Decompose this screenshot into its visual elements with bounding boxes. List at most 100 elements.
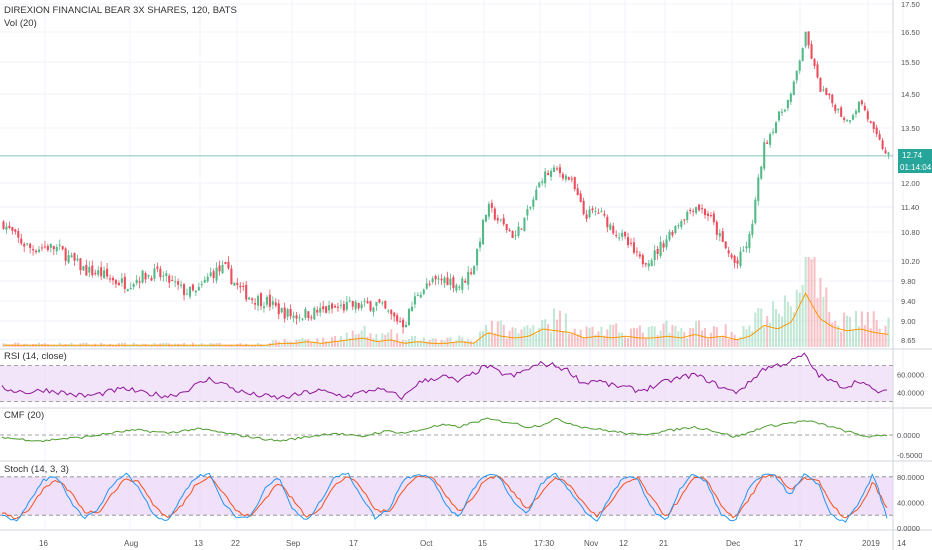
volume-bar: [606, 329, 609, 347]
volume-bar: [437, 342, 440, 347]
candle-body: [632, 242, 635, 253]
candle-body: [484, 214, 487, 222]
price-axis[interactable]: 17.50 16.50 15.50 14.50 13.50 12.00 11.40 10.80…: [897, 0, 924, 533]
volume-bar: [354, 334, 357, 347]
volume-bar: [849, 316, 852, 347]
candle-body: [61, 245, 64, 250]
indicator-tick-label: -0.5000: [897, 451, 922, 460]
candle-body: [218, 265, 221, 272]
volume-bar: [558, 310, 561, 347]
time-axis[interactable]: 16 Aug 13 22 Sep 17 Oct 15 17:30 Nov 12 21 Dec 17 2019…: [39, 539, 906, 548]
volume-bar: [188, 345, 191, 347]
volume-bar: [138, 345, 141, 347]
candle-body: [183, 284, 186, 296]
volume-bar: [357, 333, 360, 347]
candle-body: [248, 297, 251, 300]
candle-body: [322, 306, 325, 310]
candle-body: [262, 306, 265, 309]
volume-bar: [227, 344, 230, 347]
candle-body: [245, 284, 248, 300]
candle-body: [366, 301, 369, 304]
candle-body: [884, 150, 887, 154]
candle-body: [292, 315, 295, 318]
candle-body: [251, 298, 254, 301]
candle-body: [573, 177, 576, 190]
volume-bar: [769, 322, 772, 347]
indicator-tick-label: 0.0000: [897, 431, 920, 440]
candle-body: [271, 301, 274, 305]
candle-body: [224, 262, 227, 264]
candle-body: [763, 142, 766, 169]
price-tick-label: 9.00: [901, 317, 916, 326]
volume-bar: [780, 316, 783, 347]
candle-body: [659, 241, 662, 257]
candle-body: [760, 166, 763, 179]
candle-body: [103, 270, 106, 279]
candle-body: [754, 199, 757, 224]
candle-body: [618, 237, 621, 239]
volume-bar: [230, 344, 233, 347]
volume-bar: [378, 341, 381, 347]
volume-bar: [381, 333, 384, 347]
countdown-label: 01:14:04: [900, 163, 932, 172]
candle-body: [813, 59, 816, 66]
volume-bar: [511, 327, 514, 347]
candle-body: [165, 273, 168, 276]
candle-body: [621, 232, 624, 237]
candle-body: [810, 44, 813, 59]
time-tick-label: 22: [231, 539, 240, 548]
volume-bar: [419, 340, 422, 347]
price-tick-label: 14.50: [901, 90, 920, 99]
candle-body: [46, 245, 49, 251]
candle-body: [517, 226, 520, 236]
candle-body: [709, 215, 712, 217]
candle-body: [650, 260, 653, 267]
candle-body: [665, 239, 668, 248]
volume-bar: [476, 340, 479, 347]
candle-body: [126, 289, 129, 292]
time-tick-label: 17: [349, 539, 358, 548]
candle-body: [461, 278, 464, 290]
candle-body: [751, 223, 754, 235]
candle-body: [455, 285, 458, 291]
candle-body: [564, 175, 567, 180]
indicator-line: [1, 417, 888, 443]
candle-body: [416, 294, 419, 296]
volume-bar: [197, 344, 200, 347]
volume-bar: [621, 332, 624, 347]
symbol-title: DIREXION FINANCIAL BEAR 3X SHARES, 120, …: [4, 5, 237, 16]
candle-body: [35, 250, 38, 253]
candle-body: [5, 226, 8, 230]
volume-bar: [313, 341, 316, 347]
volume-bar: [348, 337, 351, 347]
volume-bar: [221, 345, 224, 347]
volume-bar: [828, 312, 831, 347]
volume-bar: [508, 330, 511, 347]
volume-bar: [692, 328, 695, 347]
volume-bar: [736, 338, 739, 347]
candle-body: [748, 234, 751, 249]
volume-bar: [479, 331, 482, 347]
candle-body: [508, 230, 511, 232]
candle-body: [520, 228, 523, 230]
candle-body: [458, 287, 461, 289]
candle-body: [64, 248, 67, 261]
candle-body: [413, 296, 416, 305]
candle-body: [677, 225, 680, 227]
candle-body: [470, 272, 473, 274]
candle-body: [310, 317, 313, 319]
price-tick-label: 15.50: [901, 58, 920, 67]
volume-bar: [520, 329, 523, 347]
candle-body: [328, 305, 331, 311]
candle-body: [357, 303, 360, 309]
volume-bar: [416, 341, 419, 347]
candle-body: [769, 134, 772, 145]
candle-body: [443, 277, 446, 284]
candle-body: [481, 219, 485, 245]
candle-body: [476, 248, 479, 266]
candle-body: [402, 319, 405, 328]
candle-body: [117, 282, 120, 286]
candle-body: [393, 312, 396, 317]
volume-bar: [869, 328, 872, 347]
